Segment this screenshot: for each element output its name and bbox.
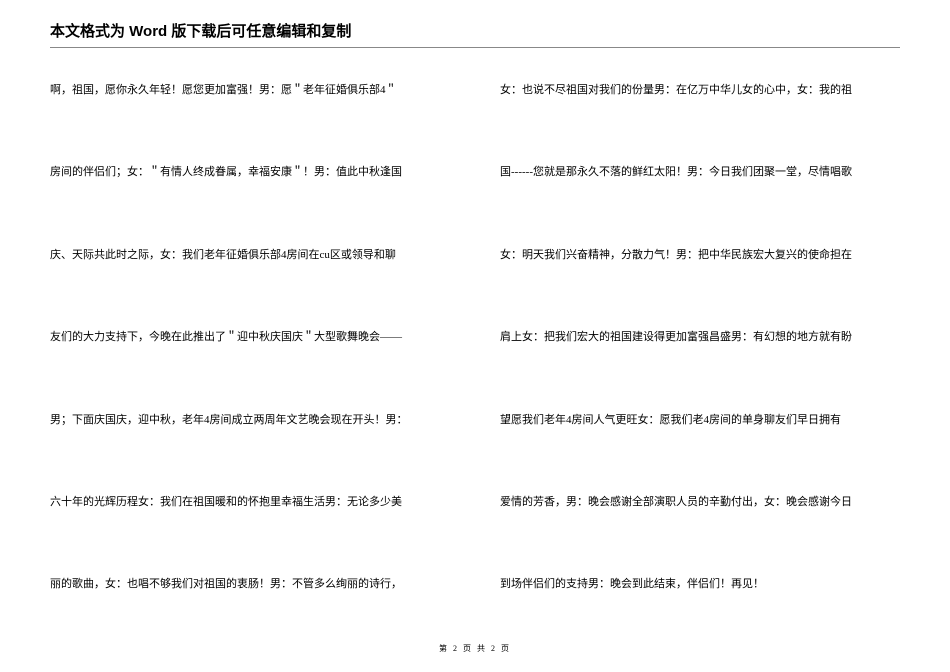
text-line: 国------您就是那永久不落的鲜红太阳！男：今日我们团聚一堂，尽情唱歌 (500, 165, 900, 180)
document-content: 啊，祖国，愿你永久年轻！愿您更加富强！男：愿＂老年征婚俱乐部4＂ 房间的伴侣们；… (50, 83, 900, 660)
document-header: 本文格式为 Word 版下载后可任意编辑和复制 (50, 20, 900, 48)
text-line: 女：明天我们兴奋精神，分散力气！男：把中华民族宏大复兴的使命担在 (500, 248, 900, 263)
text-line: 丽的歌曲，女：也唱不够我们对祖国的衷肠！男：不管多么绚丽的诗行， (50, 577, 450, 592)
text-line: 望愿我们老年4房间人气更旺女：愿我们老4房间的单身聊友们早日拥有 (500, 413, 900, 428)
right-column: 女：也说不尽祖国对我们的份量男：在亿万中华儿女的心中，女：我的祖 国------… (500, 83, 900, 660)
left-column: 啊，祖国，愿你永久年轻！愿您更加富强！男：愿＂老年征婚俱乐部4＂ 房间的伴侣们；… (50, 83, 450, 660)
text-line: 啊，祖国，愿你永久年轻！愿您更加富强！男：愿＂老年征婚俱乐部4＂ (50, 83, 450, 98)
text-line: 庆、天际共此时之际，女：我们老年征婚俱乐部4房间在cu区或领导和聊 (50, 248, 450, 263)
page-footer: 第 2 页 共 2 页 (0, 643, 950, 654)
text-line: 肩上女：把我们宏大的祖国建设得更加富强昌盛男：有幻想的地方就有盼 (500, 330, 900, 345)
text-line: 六十年的光辉历程女：我们在祖国暖和的怀抱里幸福生活男：无论多少美 (50, 495, 450, 510)
text-line: 房间的伴侣们；女：＂有情人终成眷属，幸福安康＂！男：值此中秋逢国 (50, 165, 450, 180)
text-line: 爱情的芳香，男：晚会感谢全部演职人员的辛勤付出，女：晚会感谢今日 (500, 495, 900, 510)
text-line: 到场伴侣们的支持男：晚会到此结束，伴侣们！再见！ (500, 577, 900, 592)
text-line: 男；下面庆国庆，迎中秋，老年4房间成立两周年文艺晚会现在开头！男： (50, 413, 450, 428)
text-line: 女：也说不尽祖国对我们的份量男：在亿万中华儿女的心中，女：我的祖 (500, 83, 900, 98)
text-line: 友们的大力支持下，今晚在此推出了＂迎中秋庆国庆＂大型歌舞晚会—— (50, 330, 450, 345)
